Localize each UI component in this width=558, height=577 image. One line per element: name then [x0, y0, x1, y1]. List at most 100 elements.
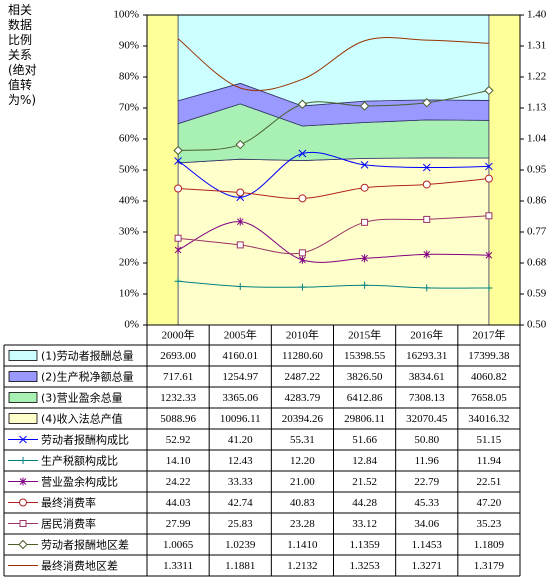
table-value: 12.20: [290, 455, 315, 467]
table-value: 15398.55: [344, 350, 386, 362]
table-value: 34016.32: [468, 413, 509, 425]
marker: [298, 283, 306, 291]
legend-swatch: [8, 392, 38, 403]
y2-tick-label: 1.31: [527, 40, 546, 52]
legend-label: 劳动者报酬构成比: [41, 433, 129, 447]
table-value: 47.20: [477, 497, 502, 509]
y2-tick-label: 1.13: [527, 102, 547, 114]
table-value: 7658.05: [471, 392, 507, 404]
legend-label: (4)收入法总产值: [41, 412, 123, 426]
table-value: 12.84: [352, 455, 377, 467]
y2-tick-label: 0.77: [527, 226, 547, 238]
legend-label: (3)营业盈余总量: [41, 391, 123, 405]
table-value: 4283.79: [285, 392, 321, 404]
marker: [18, 539, 28, 550]
legend-label: (1)劳动者报酬总量: [41, 349, 134, 363]
table-value: 1.1410: [287, 539, 318, 551]
table-value: 6412.86: [347, 392, 383, 404]
marker: [297, 99, 308, 109]
table-value: 52.92: [166, 434, 191, 446]
table-value: 1.3179: [474, 560, 505, 572]
legend-label: (2)生产税净额总量: [41, 370, 134, 384]
legend-swatch: [8, 413, 38, 424]
table-value: 29806.11: [344, 413, 385, 425]
table-value: 21.00: [290, 476, 315, 488]
legend-item: 劳动者报酬构成比: [8, 433, 129, 447]
y-tick-label: 90%: [119, 40, 139, 52]
marker: [174, 157, 182, 165]
marker: [174, 245, 182, 254]
y2-tick-label: 1.40: [527, 9, 547, 21]
x-tick-label: 2016年: [410, 328, 443, 342]
legend-swatch: [8, 350, 38, 361]
table-value: 21.52: [352, 476, 377, 488]
table-value: 1232.33: [160, 392, 196, 404]
marker: [19, 457, 27, 464]
table-value: 2487.22: [285, 371, 321, 383]
table-value: 4060.82: [471, 371, 507, 383]
table-value: 22.79: [414, 476, 439, 488]
table-value: 11.94: [477, 455, 502, 467]
table-value: 12.43: [228, 455, 253, 467]
marker: [235, 139, 245, 150]
marker: [422, 180, 431, 189]
legend-label: 劳动者报酬地区差: [41, 538, 129, 552]
y-tick-label: 50%: [119, 164, 139, 176]
table-value: 44.03: [166, 497, 191, 509]
table-value: 3826.50: [347, 371, 383, 383]
marker: [485, 251, 493, 260]
marker: [484, 174, 493, 183]
x-tick-label: 2000年: [162, 328, 195, 342]
table-value: 23.28: [290, 518, 315, 530]
y2-tick-label: 0.59: [527, 288, 547, 300]
table-value: 50.80: [414, 434, 439, 446]
marker: [236, 188, 245, 197]
table-value: 33.33: [228, 476, 253, 488]
table-value: 44.28: [352, 497, 377, 509]
table-value: 717.61: [163, 371, 193, 383]
table-value: 1.1881: [225, 560, 255, 572]
line: [177, 37, 489, 92]
y2-tick-label: 0.50: [527, 319, 547, 331]
table-value: 55.31: [290, 434, 315, 446]
table-value: 11280.60: [282, 350, 323, 362]
legend-item: 居民消费率: [8, 517, 96, 531]
table-value: 1.0065: [163, 539, 194, 551]
marker: [19, 498, 27, 507]
table-value: 41.20: [228, 434, 253, 446]
legend-item: 劳动者报酬地区差: [8, 538, 129, 552]
y-tick-label: 100%: [113, 9, 139, 21]
table-value: 32070.45: [406, 413, 448, 425]
x-tick-label: 2005年: [224, 328, 257, 342]
table-value: 14.10: [166, 455, 191, 467]
legend-item: (2)生产税净额总量: [8, 370, 134, 384]
table-value: 51.15: [477, 434, 502, 446]
table-value: 51.66: [352, 434, 377, 446]
table-value: 33.12: [352, 518, 377, 530]
marker: [423, 284, 431, 292]
x-tick-label: 2017年: [472, 328, 505, 342]
y-tick-label: 60%: [119, 133, 139, 145]
marker: [299, 255, 306, 264]
table-value: 40.83: [290, 497, 315, 509]
legend-swatch: [8, 371, 38, 382]
x-tick-label: 2010年: [286, 328, 319, 342]
marker: [236, 241, 244, 249]
legend-item: 最终消费率: [8, 496, 96, 510]
marker: [484, 85, 494, 96]
legend-label: 最终消费率: [41, 496, 96, 510]
legend-item: 生产税额构成比: [8, 454, 118, 468]
legend-label: 营业盈余构成比: [41, 475, 118, 489]
table-value: 1.1453: [412, 539, 443, 551]
marker: [423, 250, 431, 259]
table-value: 34.06: [414, 518, 439, 530]
marker: [423, 215, 431, 223]
table-value: 17399.38: [468, 350, 510, 362]
y-axis-label: 相关数据比例关系(绝对值转为%): [8, 3, 37, 107]
y-tick-label: 70%: [119, 102, 139, 114]
y2-tick-label: 0.68: [527, 257, 547, 269]
marker: [361, 254, 368, 263]
y-tick-label: 80%: [119, 71, 139, 83]
legend-item: 最终消费地区差: [8, 559, 118, 573]
legend-item: (1)劳动者报酬总量: [8, 349, 134, 363]
